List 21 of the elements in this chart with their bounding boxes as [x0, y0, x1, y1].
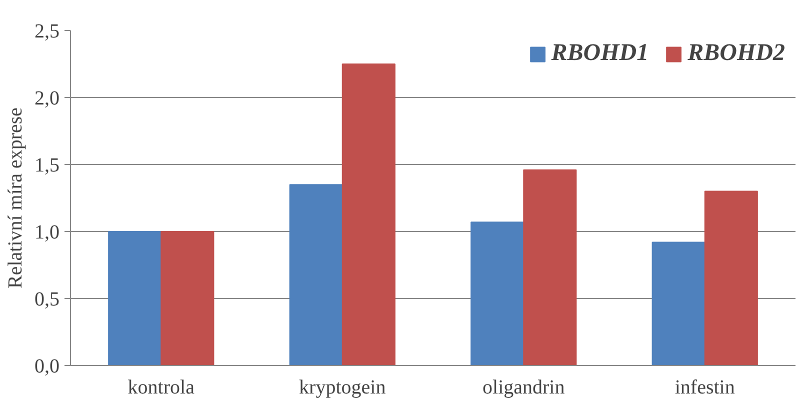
x-tick-label: kryptogein: [299, 376, 386, 398]
y-axis-title: Relativní míra exprese: [4, 107, 26, 289]
y-tick-label: 1,0: [34, 222, 60, 244]
y-tick-label: 2,5: [34, 20, 60, 42]
bar: [652, 242, 706, 366]
bar: [470, 222, 524, 366]
y-tick-label: 1,5: [34, 154, 60, 176]
y-tick-label: 0,5: [34, 288, 60, 310]
x-tick-label: infestin: [674, 376, 735, 398]
bar: [523, 169, 577, 366]
bar: [289, 184, 343, 366]
legend-label: RBOHD2: [688, 40, 785, 67]
y-tick-label: 0,0: [34, 356, 60, 378]
bar: [342, 64, 396, 366]
bar: [704, 190, 758, 366]
y-tick-label: 2,0: [34, 88, 60, 110]
x-tick-label: oligandrin: [482, 376, 565, 398]
x-tick-label: kontrola: [128, 376, 195, 398]
legend-label: RBOHD1: [551, 40, 649, 67]
bar: [108, 231, 162, 366]
bar: [160, 231, 214, 366]
